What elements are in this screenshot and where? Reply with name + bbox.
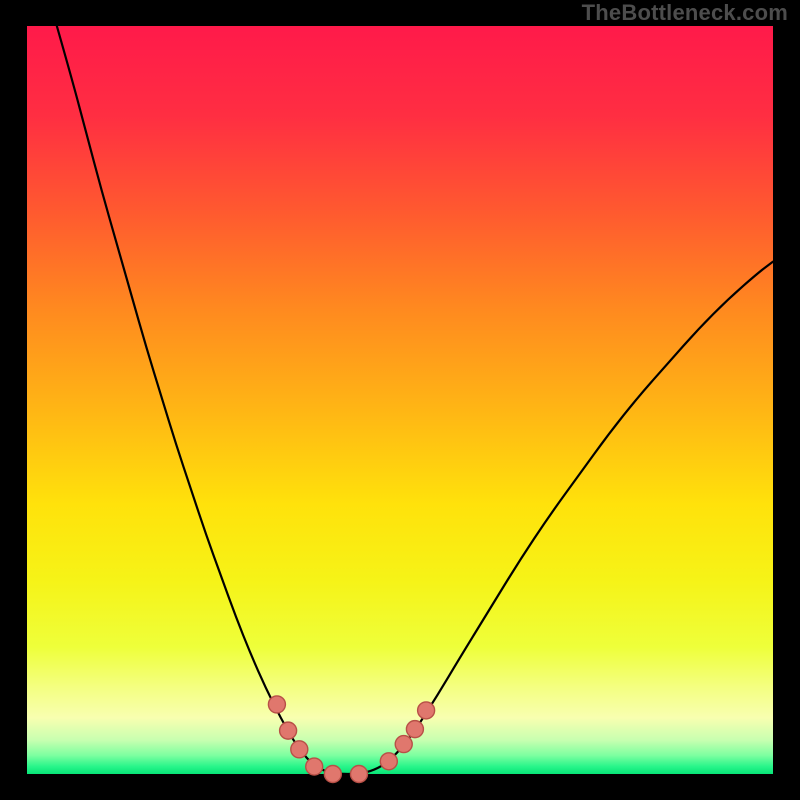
- curve-marker: [350, 766, 367, 783]
- chart-container: TheBottleneck.com: [0, 0, 800, 800]
- plot-gradient-bg: [27, 26, 773, 774]
- curve-marker: [418, 702, 435, 719]
- curve-marker: [306, 758, 323, 775]
- curve-marker: [324, 766, 341, 783]
- curve-marker: [406, 721, 423, 738]
- curve-marker: [380, 753, 397, 770]
- bottleneck-curve-chart: [0, 0, 800, 800]
- curve-marker: [395, 736, 412, 753]
- curve-marker: [280, 722, 297, 739]
- curve-marker: [268, 696, 285, 713]
- curve-marker: [291, 741, 308, 758]
